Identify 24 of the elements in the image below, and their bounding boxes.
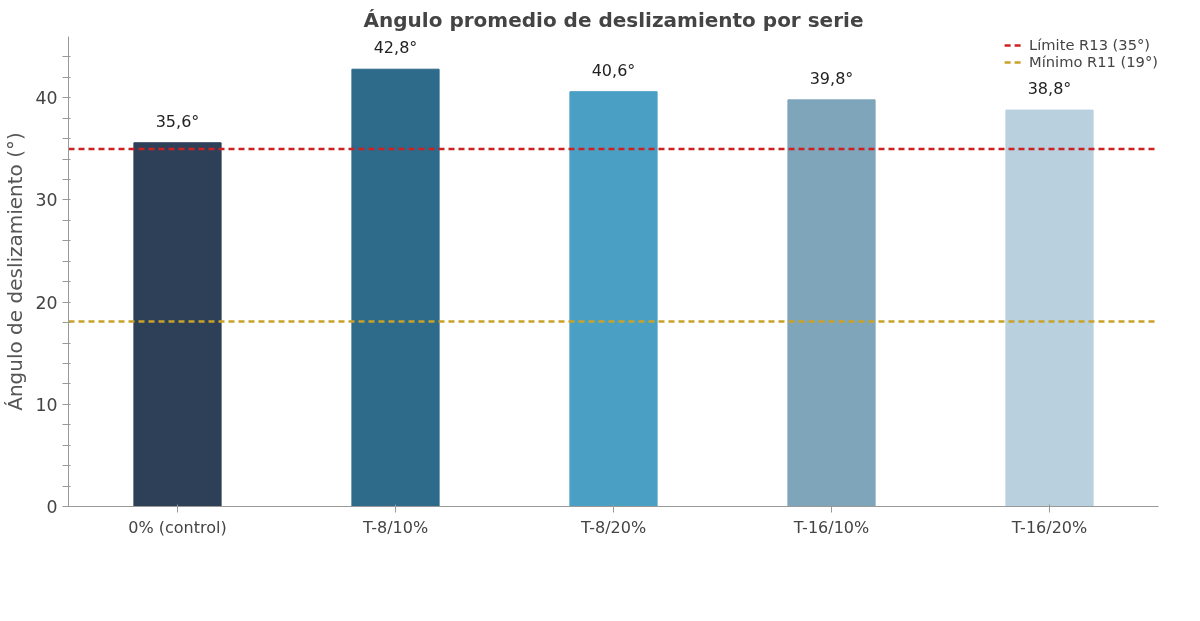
x-tick-label: T-16/10% (792, 517, 870, 537)
x-tick-label: T-16/20% (1010, 517, 1088, 537)
x-tick-label: 0% (control) (128, 517, 227, 537)
bar (351, 68, 440, 507)
y-tick-label: 10 (35, 394, 58, 415)
bar (569, 91, 658, 507)
bar (787, 99, 876, 507)
y-tick-label: 40 (35, 88, 58, 109)
data-label: 42,8° (373, 38, 418, 58)
x-tick-label: T-8/20% (579, 517, 647, 537)
data-label: 39,8° (809, 68, 854, 88)
x-tick-label: T-8/10% (361, 517, 429, 537)
legend-label: Mínimo R11 (19°) (1029, 53, 1158, 70)
y-tick-label: 0 (46, 497, 58, 517)
chart-title: Ángulo promedio de deslizamiento por serie (363, 7, 864, 32)
legend-label: Límite R13 (35°) (1029, 36, 1151, 53)
bar (133, 142, 222, 507)
data-label: 40,6° (591, 60, 636, 80)
data-label: 38,8° (1027, 79, 1072, 99)
bar (1005, 109, 1094, 507)
y-axis-title: Ángulo de deslizamiento (°) (3, 132, 28, 411)
y-tick-label: 30 (35, 190, 58, 211)
y-tick-label: 20 (35, 292, 58, 313)
data-label: 35,6° (155, 111, 200, 131)
